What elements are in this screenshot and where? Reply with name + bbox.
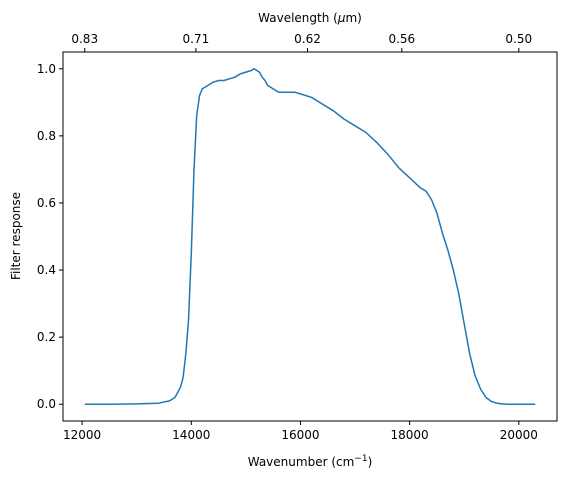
top-tick-label: 0.50 (505, 32, 532, 46)
top-tick-label: 0.62 (294, 32, 321, 46)
top-tick-label: 0.83 (71, 32, 98, 46)
x-tick-label: 20000 (500, 428, 538, 442)
x-tick-label: 12000 (63, 428, 101, 442)
y-tick-label: 0.6 (37, 196, 56, 210)
plot-frame (62, 51, 558, 422)
y-tick-label: 1.0 (37, 62, 56, 76)
series-line (84, 68, 536, 405)
x-tick-label: 18000 (391, 428, 429, 442)
x-tick-label: 16000 (281, 428, 319, 442)
top-tick-label: 0.71 (183, 32, 210, 46)
x-axis-label-exponent: −1 (354, 454, 367, 464)
y-tick-label: 0.2 (37, 330, 56, 344)
left-axis-ticks: 0.0 0.2 0.4 0.6 0.8 1.0 (37, 62, 63, 411)
top-tick-label: 0.56 (388, 32, 415, 46)
top-axis-label: Wavelength (μm) (258, 11, 362, 25)
top-axis-ticks: 0.83 0.71 0.62 0.56 0.50 (71, 32, 532, 52)
y-tick-label: 0.8 (37, 129, 56, 143)
y-axis-label: Filter response (9, 192, 23, 280)
bottom-axis-ticks: 12000 14000 16000 18000 20000 (63, 421, 538, 442)
x-tick-label: 14000 (172, 428, 210, 442)
x-axis-label: Wavenumber (cm−1) (248, 454, 373, 469)
y-tick-label: 0.0 (37, 397, 56, 411)
y-tick-label: 0.4 (37, 263, 56, 277)
